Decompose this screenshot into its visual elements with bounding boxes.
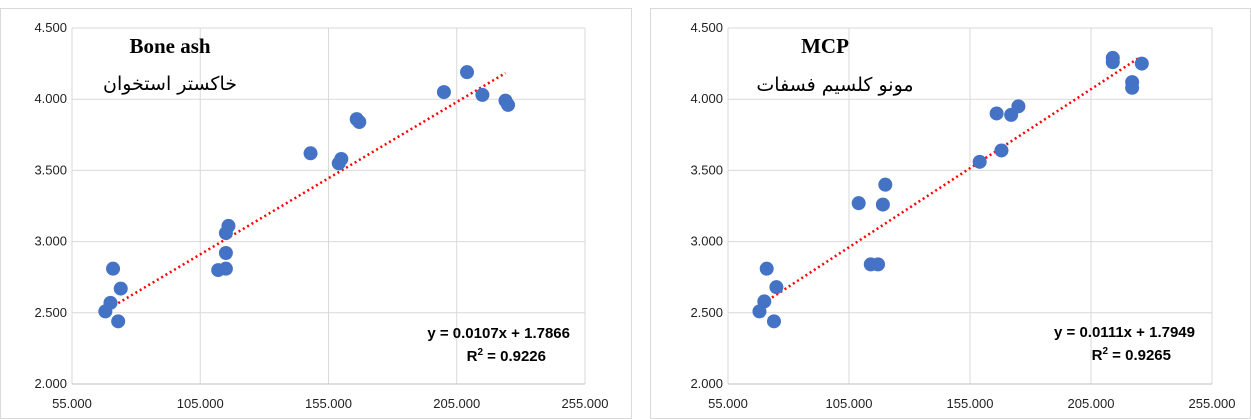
chart-border xyxy=(0,8,632,419)
r-squared-symbol: R xyxy=(467,348,478,365)
y-tick-label: 4.500 xyxy=(34,20,67,35)
r-squared-label: R2 = 0.9265 xyxy=(1092,346,1171,364)
data-point xyxy=(757,294,772,309)
y-tick-label: 3.000 xyxy=(690,234,723,249)
y-tick-label: 3.000 xyxy=(34,234,67,249)
data-point xyxy=(352,114,367,129)
x-tick-label: 105.000 xyxy=(177,396,224,411)
data-point xyxy=(334,152,349,167)
chart-bone-ash: 2.000 2.500 3.000 3.500 4.000 4.500 55.000 105.… xyxy=(0,8,632,419)
data-point xyxy=(769,280,784,295)
data-point xyxy=(766,314,781,329)
r-squared-superscript: 2 xyxy=(1102,346,1108,357)
chart-title: Bone ash xyxy=(129,34,210,58)
chart-subtitle: مونو کلسیم فسفات xyxy=(756,74,913,96)
y-tick-label: 2.500 xyxy=(34,305,67,320)
x-tick-label: 55.000 xyxy=(52,396,92,411)
r-squared-label: R2 = 0.9226 xyxy=(467,347,546,365)
x-tick-label: 255.000 xyxy=(1189,396,1236,411)
y-tick-label: 3.500 xyxy=(690,162,723,177)
data-point xyxy=(1134,56,1149,71)
data-point xyxy=(218,245,233,260)
y-tick-label: 2.500 xyxy=(690,305,723,320)
data-point xyxy=(851,196,866,211)
data-point xyxy=(875,197,890,212)
chart-subtitle: خاکستر استخوان xyxy=(103,73,237,95)
data-point xyxy=(106,261,121,276)
x-tick-label: 205.000 xyxy=(433,396,480,411)
data-point xyxy=(218,261,233,276)
r-squared-superscript: 2 xyxy=(477,347,483,358)
chart-border xyxy=(650,8,1251,419)
data-point xyxy=(475,87,490,102)
data-point xyxy=(1105,55,1120,70)
data-point xyxy=(501,97,516,112)
r-squared-value: = 0.9226 xyxy=(483,348,546,365)
x-tick-label: 255.000 xyxy=(562,396,609,411)
data-point xyxy=(871,257,886,272)
trendline-equation: y = 0.0111x + 1.7949 xyxy=(1054,324,1195,341)
chart-title: MCP xyxy=(801,34,849,58)
x-tick-label: 55.000 xyxy=(708,396,748,411)
data-point xyxy=(989,106,1004,121)
trendline xyxy=(758,56,1141,307)
chart-mcp: 2.000 2.500 3.000 3.500 4.000 4.500 55.000 105.… xyxy=(650,8,1251,419)
data-point xyxy=(972,154,987,169)
chart-panel-bone-ash: 2.000 2.500 3.000 3.500 4.000 4.500 55.000 105.… xyxy=(0,8,632,419)
data-point xyxy=(994,143,1009,158)
y-tick-label: 3.500 xyxy=(34,162,67,177)
data-point xyxy=(111,314,126,329)
y-tick-label: 4.500 xyxy=(690,20,723,35)
data-point xyxy=(436,85,451,100)
r-squared-symbol: R xyxy=(1092,347,1103,364)
data-point xyxy=(303,146,318,161)
r-squared-value: = 0.9265 xyxy=(1108,347,1171,364)
data-point xyxy=(460,65,475,80)
x-tick-label: 155.000 xyxy=(305,396,352,411)
data-point xyxy=(1125,80,1140,95)
y-tick-label: 4.000 xyxy=(34,91,67,106)
data-point xyxy=(878,177,893,192)
y-tick-label: 2.000 xyxy=(34,376,67,391)
y-tick-label: 2.000 xyxy=(690,376,723,391)
data-point xyxy=(221,218,236,233)
x-tick-label: 155.000 xyxy=(947,396,994,411)
y-tick-label: 4.000 xyxy=(690,91,723,106)
data-point xyxy=(103,295,118,310)
x-tick-label: 105.000 xyxy=(826,396,873,411)
data-point xyxy=(1011,99,1026,114)
data-point xyxy=(759,261,774,276)
data-point xyxy=(113,281,128,296)
chart-panel-mcp: 2.000 2.500 3.000 3.500 4.000 4.500 55.000 105.… xyxy=(650,0,1251,419)
x-tick-label: 205.000 xyxy=(1068,396,1115,411)
trendline-equation: y = 0.0107x + 1.7866 xyxy=(427,325,570,342)
